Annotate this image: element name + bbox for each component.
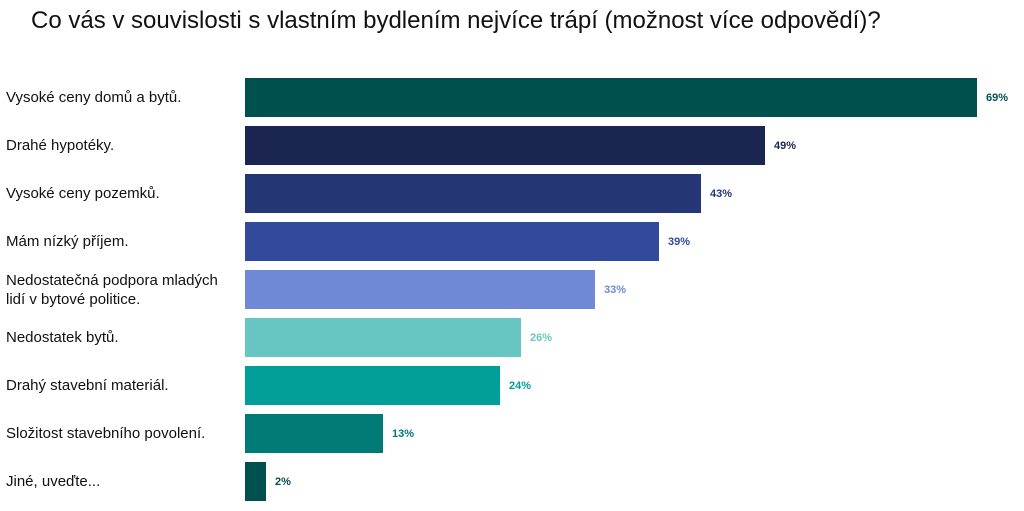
category-label: Vysoké ceny pozemků.	[6, 185, 160, 202]
value-label: 43%	[710, 188, 733, 200]
value-label: 33%	[604, 284, 627, 296]
bar	[245, 270, 595, 309]
category-label: Drahý stavební materiál.	[6, 377, 169, 394]
bar	[245, 462, 266, 501]
bar-row: Nedostatečná podpora mladých lidí v byto…	[0, 270, 1024, 309]
category-label: Nedostatek bytů.	[6, 329, 119, 346]
value-label: 24%	[509, 380, 532, 392]
category-label: Jiné, uveďte...	[6, 473, 101, 490]
bar-row: Vysoké ceny domů a bytů. 69%	[0, 78, 1024, 117]
bar	[245, 126, 765, 165]
bar-row: Složitost stavebního povolení. 13%	[0, 414, 1024, 453]
bar	[245, 366, 500, 405]
value-label: 69%	[986, 92, 1009, 104]
bar	[245, 222, 659, 261]
chart-title: Co vás v souvislosti s vlastním bydlením…	[31, 7, 881, 34]
category-label: Vysoké ceny domů a bytů.	[6, 89, 182, 106]
category-label: Drahé hypotéky.	[6, 137, 115, 154]
category-label: Mám nízký příjem.	[6, 233, 129, 250]
bar-row: Nedostatek bytů. 26%	[0, 318, 1024, 357]
bar	[245, 318, 521, 357]
value-label: 26%	[530, 332, 553, 344]
bar-row: Mám nízký příjem. 39%	[0, 222, 1024, 261]
category-label: Nedostatečná podpora mladých lidí v byto…	[6, 271, 218, 308]
value-label: 2%	[275, 476, 291, 488]
value-label: 13%	[392, 428, 415, 440]
bar	[245, 414, 383, 453]
category-label: Složitost stavebního povolení.	[6, 425, 206, 442]
bar	[245, 78, 977, 117]
value-label: 49%	[774, 140, 797, 152]
bar-row: Drahý stavební materiál. 24%	[0, 366, 1024, 405]
bar	[245, 174, 701, 213]
bar-row: Vysoké ceny pozemků. 43%	[0, 174, 1024, 213]
bar-row: Jiné, uveďte... 2%	[0, 462, 1024, 501]
value-label: 39%	[668, 236, 691, 248]
bar-row: Drahé hypotéky. 49%	[0, 126, 1024, 165]
